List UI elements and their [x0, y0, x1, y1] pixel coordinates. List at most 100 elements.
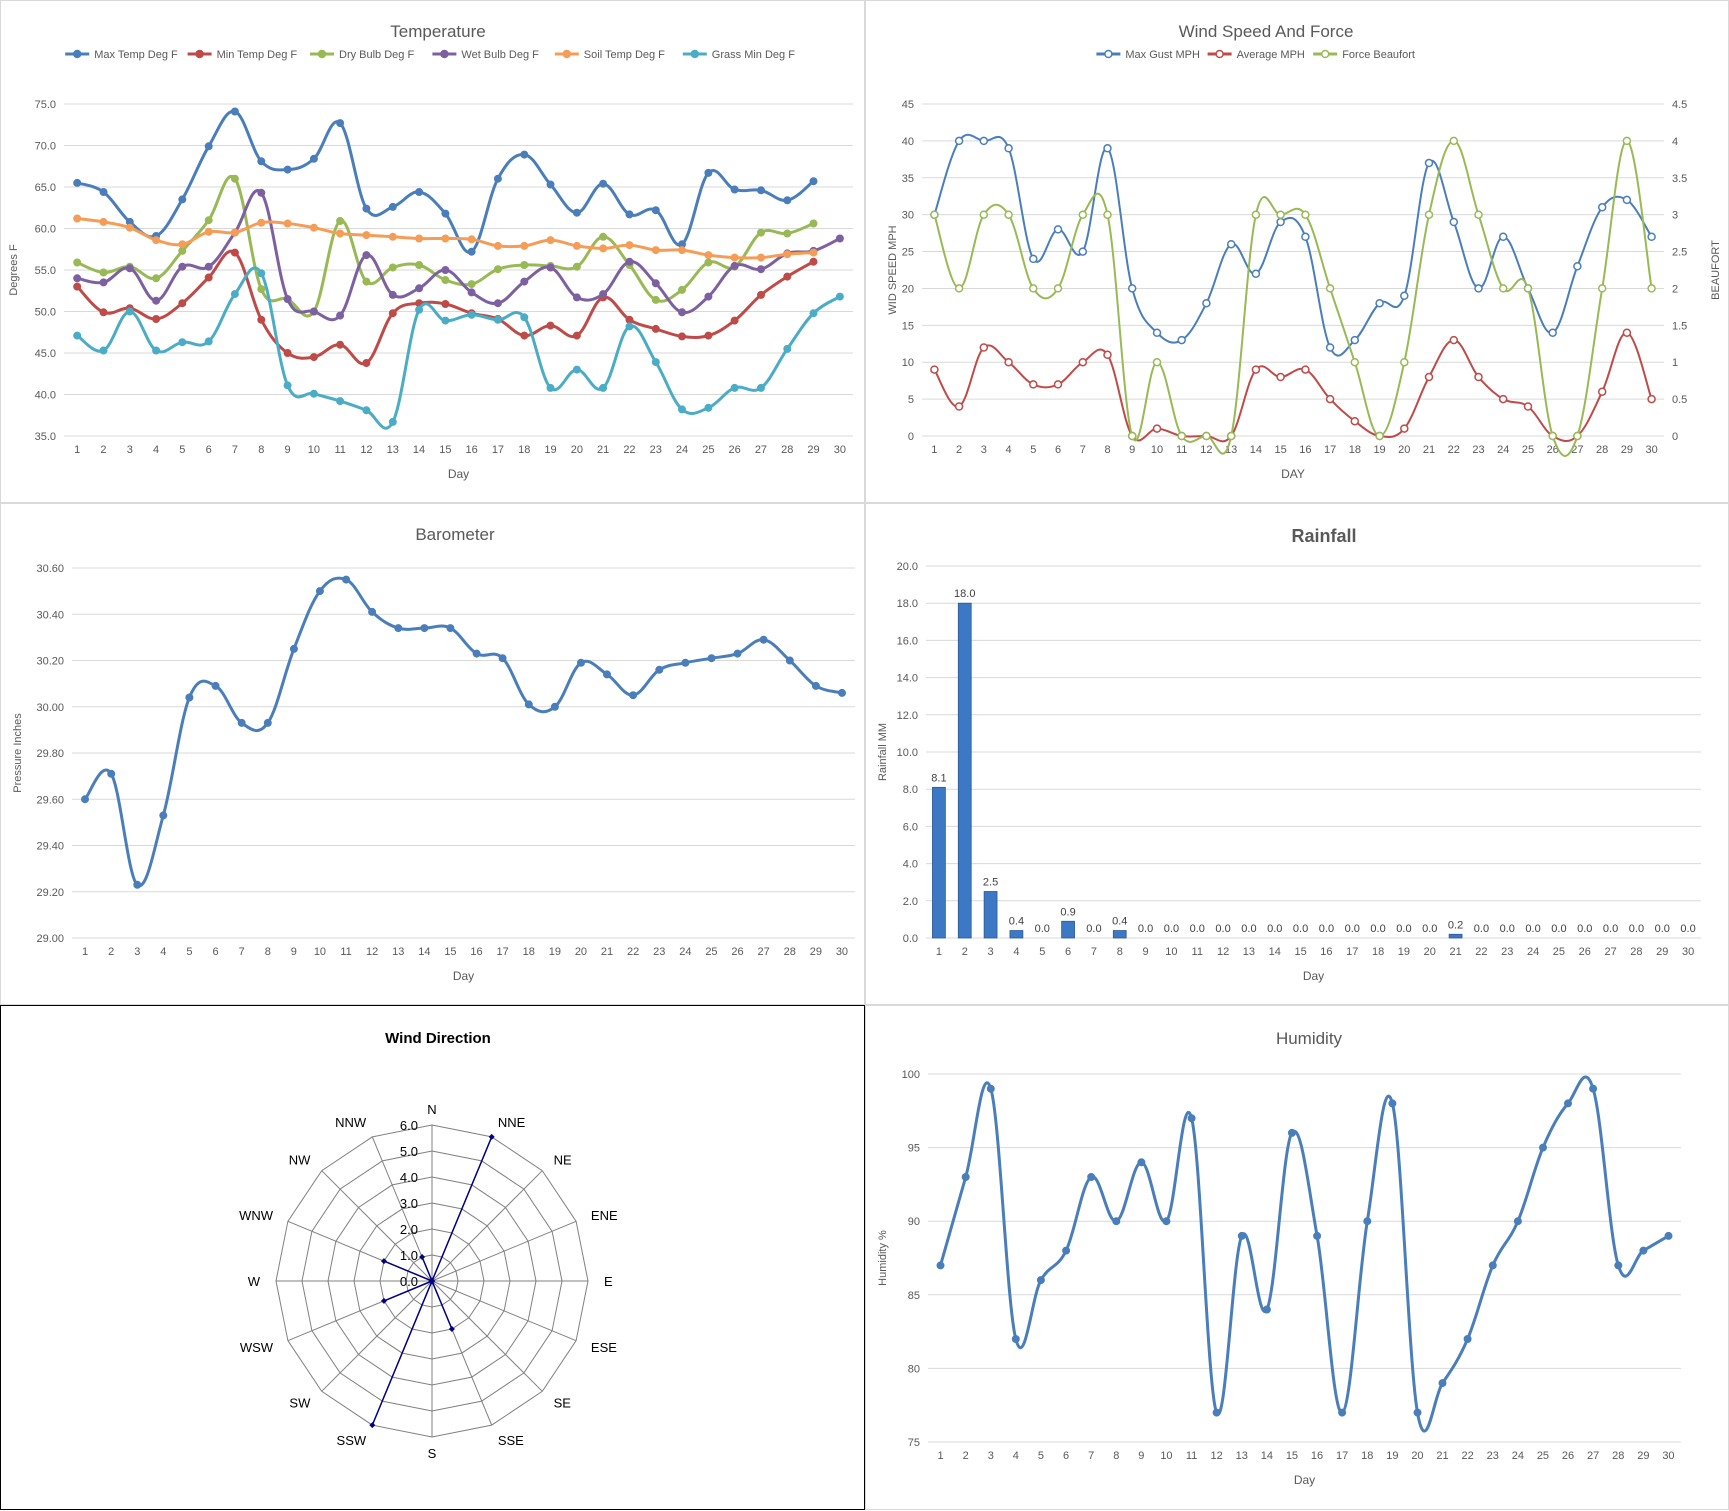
data-point	[1004, 144, 1013, 153]
x-tick-label: 21	[597, 444, 609, 456]
data-point	[651, 246, 660, 255]
data-point	[1053, 225, 1063, 234]
data-point	[178, 195, 187, 204]
data-point	[704, 403, 713, 412]
legend-swatch-marker	[195, 49, 204, 59]
r-tick-label: 2.0	[400, 1222, 418, 1237]
data-point	[99, 268, 108, 277]
x-tick-label: 30	[836, 946, 848, 958]
data-point	[1029, 254, 1038, 264]
data-label: 0.0	[1525, 923, 1540, 935]
data-point	[1523, 402, 1533, 411]
legend-swatch-marker	[440, 49, 449, 59]
data-point	[520, 261, 529, 269]
data-point	[1276, 217, 1285, 227]
x-tick-label: 6	[1063, 1450, 1069, 1462]
data-point	[73, 214, 82, 223]
x-tick-label: 16	[1320, 946, 1332, 958]
data-point	[204, 337, 213, 346]
data-point	[441, 234, 450, 243]
radar-data-point	[429, 1278, 435, 1284]
x-tick-label: 7	[239, 946, 245, 958]
x-tick-label: 11	[1176, 444, 1187, 456]
x-tick-label: 17	[497, 946, 509, 958]
x-tick-label: 30	[1662, 1450, 1674, 1462]
data-point	[178, 262, 187, 271]
x-tick-label: 24	[1527, 946, 1539, 958]
x-tick-label: 22	[623, 444, 635, 456]
y-tick-label: 29.60	[36, 794, 64, 806]
data-point	[809, 309, 818, 318]
y-tick-label: 95	[908, 1143, 920, 1155]
x-tick-label: 22	[1475, 946, 1487, 958]
y2-tick-label: 3	[1672, 210, 1678, 222]
legend-swatch-marker	[1104, 49, 1113, 59]
x-tick-label: 21	[601, 946, 613, 958]
data-label: 18.0	[954, 588, 975, 600]
x-axis-label: Day	[453, 969, 474, 983]
data-point	[309, 389, 318, 398]
x-tick-label: 21	[1436, 1450, 1448, 1462]
data-point	[1202, 298, 1211, 308]
data-point	[811, 681, 820, 690]
data-point	[783, 272, 792, 281]
data-point	[73, 331, 82, 340]
chart-title: Wind Speed And Force	[1179, 22, 1354, 41]
x-tick-label: 26	[1547, 444, 1559, 456]
x-tick-label: 24	[679, 946, 691, 958]
y-tick-label: 45.0	[35, 348, 56, 360]
data-label: 0.4	[1112, 916, 1127, 928]
data-point	[1251, 365, 1261, 374]
data-point	[1498, 394, 1508, 404]
data-point	[1350, 335, 1360, 345]
y2-tick-label: 4.5	[1672, 99, 1687, 111]
y-tick-label: 40	[902, 136, 914, 148]
data-point	[1573, 262, 1582, 271]
y-tick-label: 50.0	[35, 307, 56, 319]
data-point	[1622, 136, 1632, 146]
x-tick-label: 26	[729, 444, 741, 456]
data-point	[336, 119, 345, 128]
data-point	[1498, 284, 1508, 293]
data-label: 2.5	[983, 877, 998, 889]
data-point	[178, 246, 187, 255]
x-tick-label: 29	[810, 946, 822, 958]
data-point	[625, 315, 634, 324]
y-tick-label: 29.80	[36, 748, 64, 760]
y-tick-label: 14.0	[897, 673, 918, 685]
data-point	[1212, 1408, 1221, 1417]
y-tick-label: 100	[902, 1069, 920, 1081]
data-point	[388, 202, 397, 211]
x-tick-label: 15	[1286, 1450, 1298, 1462]
data-point	[524, 700, 533, 709]
data-point	[1103, 210, 1112, 219]
y-tick-label: 80	[908, 1363, 920, 1375]
y-tick-label: 6.0	[903, 821, 918, 833]
y-tick-label: 0.0	[903, 933, 918, 945]
data-point	[1152, 357, 1162, 367]
data-point	[704, 258, 713, 267]
data-point	[467, 280, 476, 289]
data-point	[954, 284, 964, 293]
data-point	[99, 188, 108, 196]
data-point	[520, 277, 529, 286]
radar-data-point	[488, 1133, 495, 1140]
data-point	[520, 241, 529, 250]
x-tick-label: 10	[1151, 444, 1163, 456]
rain-bar	[932, 786, 946, 939]
data-point	[178, 299, 187, 308]
x-tick-label: 13	[1236, 1450, 1248, 1462]
x-tick-label: 6	[212, 946, 218, 958]
r-tick-label: 5.0	[400, 1144, 418, 1159]
data-point	[1152, 328, 1162, 337]
data-point	[493, 299, 502, 308]
data-point	[599, 290, 608, 299]
y2-tick-label: 1.5	[1672, 320, 1687, 332]
data-point	[362, 359, 371, 367]
x-tick-label: 17	[492, 444, 504, 456]
data-point	[1262, 1305, 1271, 1314]
direction-label: E	[604, 1274, 613, 1289]
x-axis-label: DAY	[1281, 467, 1305, 481]
y2-tick-label: 0	[1672, 431, 1678, 443]
